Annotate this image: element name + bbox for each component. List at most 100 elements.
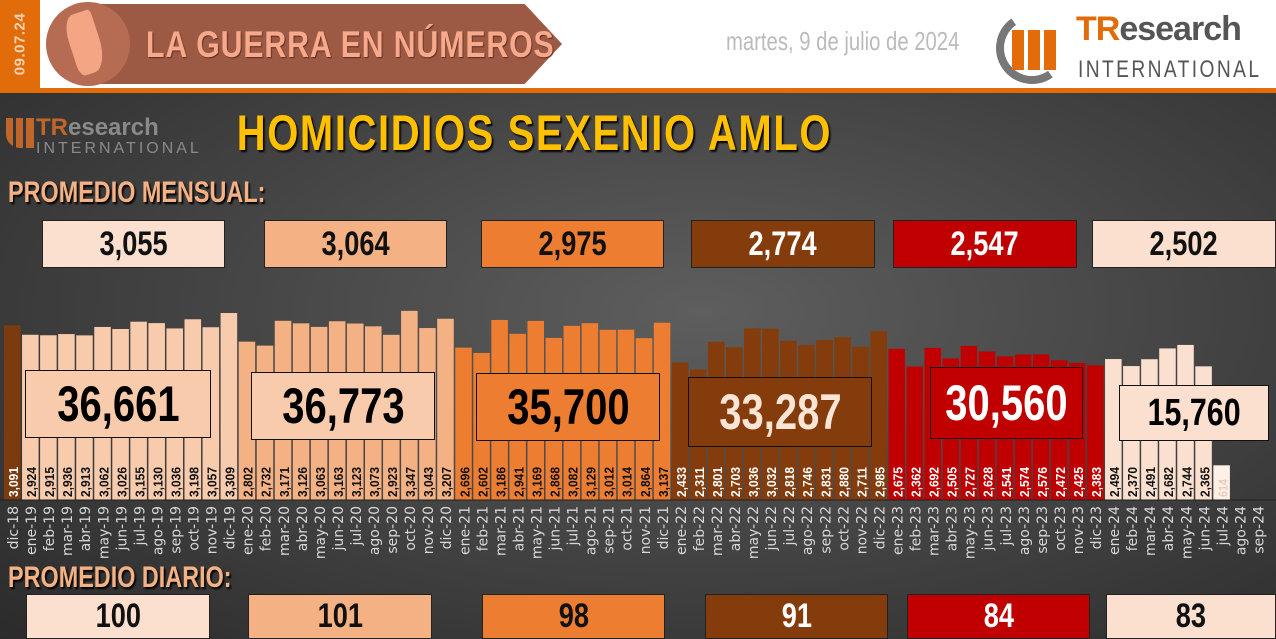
value-label-ene-20: 2,802 <box>241 467 256 497</box>
month-label-ago-24: ago-24 <box>1233 506 1249 555</box>
period-total-box-value: 36,773 <box>281 378 405 434</box>
month-label-dic-20: dic-20 <box>439 506 455 549</box>
value-label-ene-24: 2,494 <box>1107 466 1122 497</box>
month-label-abr-20: abr-20 <box>295 506 311 551</box>
month-label-jul-19: jul-19 <box>132 506 148 547</box>
month-label-dic-19: dic-19 <box>223 506 239 549</box>
daily-average-box: 84 <box>907 594 1090 639</box>
month-label-sep-19: sep-19 <box>168 506 184 554</box>
month-label-jul-22: jul-22 <box>782 506 798 547</box>
value-label-mar-24: 2,491 <box>1143 467 1158 497</box>
logo-bars-icon <box>1012 30 1056 70</box>
month-label-feb-21: feb-21 <box>475 506 491 551</box>
value-label-dic-22: 2,985 <box>872 467 887 497</box>
daily-average-box: 101 <box>248 594 432 639</box>
month-label-ago-22: ago-22 <box>800 506 816 555</box>
value-label-oct-19: 3,198 <box>187 467 202 497</box>
month-label-dic-23: dic-23 <box>1089 506 1105 549</box>
month-label-ene-22: ene-22 <box>674 506 690 555</box>
month-label-feb-22: feb-22 <box>692 506 708 551</box>
month-label-jun-21: jun-21 <box>548 506 564 552</box>
value-label-jul-23: 2,541 <box>999 467 1014 497</box>
value-label-sep-21: 3,012 <box>602 467 617 497</box>
month-label-jul-24: jul-24 <box>1215 506 1231 547</box>
value-label-jun-21: 2,868 <box>548 467 563 497</box>
value-label-nov-23: 2,425 <box>1071 467 1086 497</box>
value-label-oct-22: 2,880 <box>836 467 851 497</box>
monthly-average-box-value: 3,064 <box>321 224 390 263</box>
month-label-abr-21: abr-21 <box>511 506 527 551</box>
month-label-jul-20: jul-20 <box>349 506 365 547</box>
month-label-sep-23: sep-23 <box>1035 506 1051 554</box>
daily-average-box: 98 <box>482 594 665 639</box>
month-label-oct-23: oct-23 <box>1053 506 1069 551</box>
month-label-mar-24: mar-24 <box>1143 506 1159 556</box>
bar-ene-22 <box>671 362 689 500</box>
banner-title: LA GUERRA EN NÚMEROS <box>146 24 555 65</box>
value-label-abr-23: 2,505 <box>945 467 960 497</box>
value-label-jul-21: 3,082 <box>566 467 581 497</box>
chart-title: HOMICIDIOS SEXENIO AMLO <box>236 105 833 161</box>
logo-text-tr: TR <box>1076 10 1120 48</box>
value-label-dic-20: 3,207 <box>439 467 454 497</box>
watermark-logo-icon <box>6 118 34 148</box>
value-label-may-20: 3,063 <box>313 467 328 497</box>
month-label-abr-19: abr-19 <box>78 506 94 551</box>
month-label-oct-20: oct-20 <box>403 506 419 551</box>
month-label-feb-20: feb-20 <box>259 506 275 551</box>
value-label-ago-22: 2,746 <box>800 467 815 497</box>
month-label-dic-22: dic-22 <box>872 506 888 549</box>
value-label-feb-23: 2,362 <box>909 467 924 497</box>
value-label-may-19: 3,062 <box>96 467 111 497</box>
logo-text-esearch: esearch <box>1119 10 1242 48</box>
title-banner <box>96 4 562 84</box>
watermark-international: INTERNATIONAL <box>36 140 202 157</box>
period-total-box: 30,560 <box>930 367 1083 439</box>
period-total-box: 35,700 <box>476 373 660 441</box>
value-label-dic-21: 3,137 <box>656 467 671 497</box>
value-label-abr-24: 2,682 <box>1161 467 1176 497</box>
bar-ene-24 <box>1105 359 1122 500</box>
monthly-average-box: 3,064 <box>264 220 447 268</box>
month-label-nov-22: nov-22 <box>854 506 870 554</box>
month-label-may-23: may-23 <box>963 506 979 559</box>
month-label-feb-19: feb-19 <box>42 506 58 551</box>
header: 09.07.24 LA GUERRA EN NÚMEROS martes, 9 … <box>0 0 1276 90</box>
month-label-abr-22: abr-22 <box>728 506 744 551</box>
month-label-oct-21: oct-21 <box>620 506 636 551</box>
bar-dic-22 <box>870 331 887 500</box>
month-label-ene-20: ene-20 <box>241 506 257 555</box>
value-label-may-22: 3,036 <box>746 467 761 497</box>
period-total-box: 33,287 <box>688 377 872 447</box>
daily-average-box: 100 <box>26 594 210 639</box>
monthly-average-box: 3,055 <box>42 220 225 268</box>
daily-average-box-value: 100 <box>95 597 141 635</box>
value-label-sep-22: 2,831 <box>818 467 833 497</box>
period-total-box-value: 30,560 <box>945 375 1068 431</box>
value-label-abr-20: 3,126 <box>295 467 310 497</box>
month-label-dic-21: dic-21 <box>656 506 672 549</box>
month-label-feb-23: feb-23 <box>909 506 925 551</box>
monthly-average-box: 2,975 <box>481 220 664 268</box>
monthly-average-box-value: 2,502 <box>1149 224 1219 263</box>
month-label-may-22: may-22 <box>746 506 762 559</box>
month-label-ago-20: ago-20 <box>367 506 383 555</box>
value-label-ene-21: 2,696 <box>457 467 472 497</box>
value-label-dic-23: 2,383 <box>1089 467 1104 497</box>
value-label-abr-22: 2,703 <box>728 467 743 497</box>
value-label-mar-20: 3,171 <box>277 467 292 497</box>
logo-text-international: INTERNATIONAL <box>1078 56 1262 83</box>
watermark-tr: TR <box>36 114 68 141</box>
month-label-abr-24: abr-24 <box>1161 506 1177 551</box>
month-label-mar-21: mar-21 <box>493 506 509 556</box>
value-label-ene-19: 2,924 <box>24 466 39 497</box>
value-label-sep-19: 3,036 <box>168 467 183 497</box>
daily-average-box-value: 83 <box>1175 597 1207 635</box>
month-label-may-24: may-24 <box>1179 506 1195 559</box>
value-label-may-23: 2,727 <box>963 467 978 497</box>
value-label-nov-19: 3,057 <box>205 467 220 497</box>
value-label-ene-22: 2,433 <box>674 467 689 497</box>
value-label-oct-21: 3,014 <box>620 466 635 497</box>
month-label-ago-21: ago-21 <box>584 506 600 555</box>
